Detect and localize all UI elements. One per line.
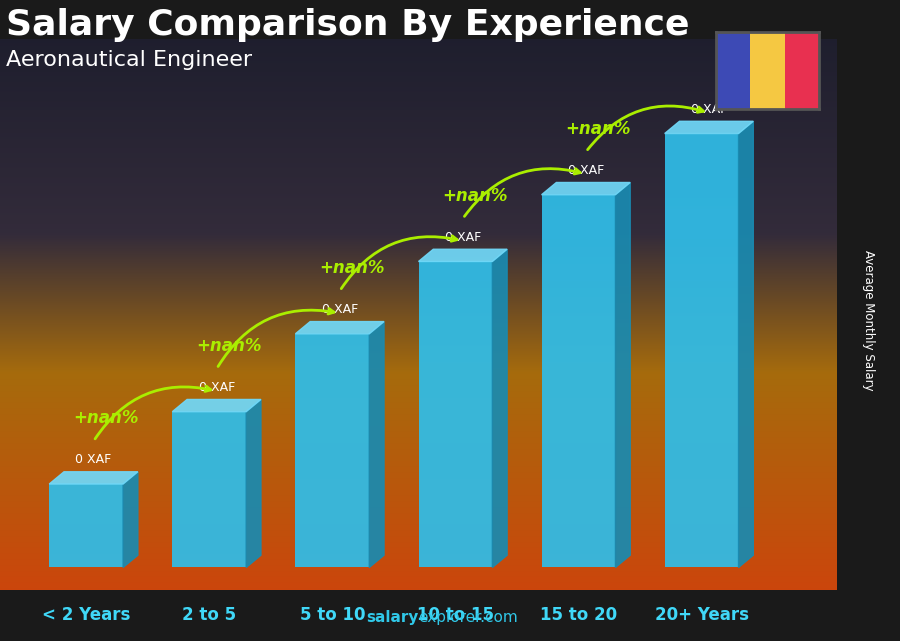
Bar xyxy=(785,32,819,109)
Text: +nan%: +nan% xyxy=(196,337,262,355)
Polygon shape xyxy=(542,183,630,195)
Text: explorer.com: explorer.com xyxy=(418,610,518,625)
Polygon shape xyxy=(295,322,384,334)
Polygon shape xyxy=(123,472,138,567)
Text: 0 XAF: 0 XAF xyxy=(691,103,727,116)
Text: 0 XAF: 0 XAF xyxy=(76,453,112,466)
Text: +nan%: +nan% xyxy=(73,409,139,428)
Polygon shape xyxy=(172,399,261,412)
Bar xyxy=(418,262,492,567)
Bar xyxy=(172,412,247,567)
Text: 0 XAF: 0 XAF xyxy=(199,381,235,394)
Text: +nan%: +nan% xyxy=(565,120,631,138)
Bar xyxy=(716,32,750,109)
Polygon shape xyxy=(418,249,507,262)
Bar xyxy=(50,484,123,567)
Polygon shape xyxy=(492,249,507,567)
Polygon shape xyxy=(665,121,753,133)
Polygon shape xyxy=(369,322,384,567)
Text: Salary Comparison By Experience: Salary Comparison By Experience xyxy=(6,8,689,42)
Polygon shape xyxy=(739,121,753,567)
Text: +nan%: +nan% xyxy=(320,259,385,277)
Bar xyxy=(750,32,785,109)
Polygon shape xyxy=(247,399,261,567)
Text: salary: salary xyxy=(366,610,418,625)
Text: 0 XAF: 0 XAF xyxy=(321,303,358,316)
Bar xyxy=(295,334,369,567)
Polygon shape xyxy=(616,183,630,567)
Bar xyxy=(665,133,739,567)
Text: 0 XAF: 0 XAF xyxy=(445,231,481,244)
Bar xyxy=(542,195,616,567)
Text: Average Monthly Salary: Average Monthly Salary xyxy=(862,250,875,391)
Polygon shape xyxy=(50,472,138,484)
Text: Aeronautical Engineer: Aeronautical Engineer xyxy=(6,50,252,70)
Text: 0 XAF: 0 XAF xyxy=(568,164,604,177)
Text: +nan%: +nan% xyxy=(443,187,508,204)
